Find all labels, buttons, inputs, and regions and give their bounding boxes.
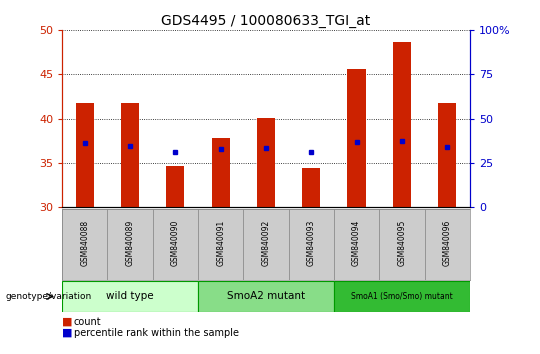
Bar <box>334 209 379 280</box>
Bar <box>288 209 334 280</box>
Bar <box>76 103 94 207</box>
Bar <box>62 281 198 312</box>
Bar <box>438 103 456 207</box>
Bar <box>424 209 470 280</box>
Bar <box>107 209 153 280</box>
Text: wild type: wild type <box>106 291 154 302</box>
Bar <box>198 209 244 280</box>
Text: percentile rank within the sample: percentile rank within the sample <box>74 328 239 338</box>
Bar <box>212 138 230 207</box>
Bar <box>348 69 366 207</box>
Bar <box>166 166 185 207</box>
Bar <box>302 168 320 207</box>
Text: genotype/variation: genotype/variation <box>5 292 92 301</box>
Text: GSM840088: GSM840088 <box>80 220 89 266</box>
Bar <box>393 42 411 207</box>
Text: GSM840094: GSM840094 <box>352 219 361 266</box>
Bar <box>198 281 334 312</box>
Text: ■: ■ <box>62 317 72 327</box>
Text: GSM840096: GSM840096 <box>443 219 451 266</box>
Bar <box>153 209 198 280</box>
Text: ■: ■ <box>62 328 72 338</box>
Bar <box>244 209 288 280</box>
Bar <box>379 209 424 280</box>
Text: SmoA1 (Smo/Smo) mutant: SmoA1 (Smo/Smo) mutant <box>351 292 453 301</box>
Bar <box>257 118 275 207</box>
Bar <box>334 281 470 312</box>
Bar <box>121 103 139 207</box>
Text: GSM840095: GSM840095 <box>397 219 406 266</box>
Text: GSM840092: GSM840092 <box>261 220 271 266</box>
Text: count: count <box>74 317 102 327</box>
Text: GSM840089: GSM840089 <box>126 220 134 266</box>
Text: GSM840093: GSM840093 <box>307 219 316 266</box>
Text: SmoA2 mutant: SmoA2 mutant <box>227 291 305 302</box>
Text: GSM840091: GSM840091 <box>216 220 225 266</box>
Bar <box>62 209 107 280</box>
Text: GSM840090: GSM840090 <box>171 219 180 266</box>
Title: GDS4495 / 100080633_TGI_at: GDS4495 / 100080633_TGI_at <box>161 14 370 28</box>
